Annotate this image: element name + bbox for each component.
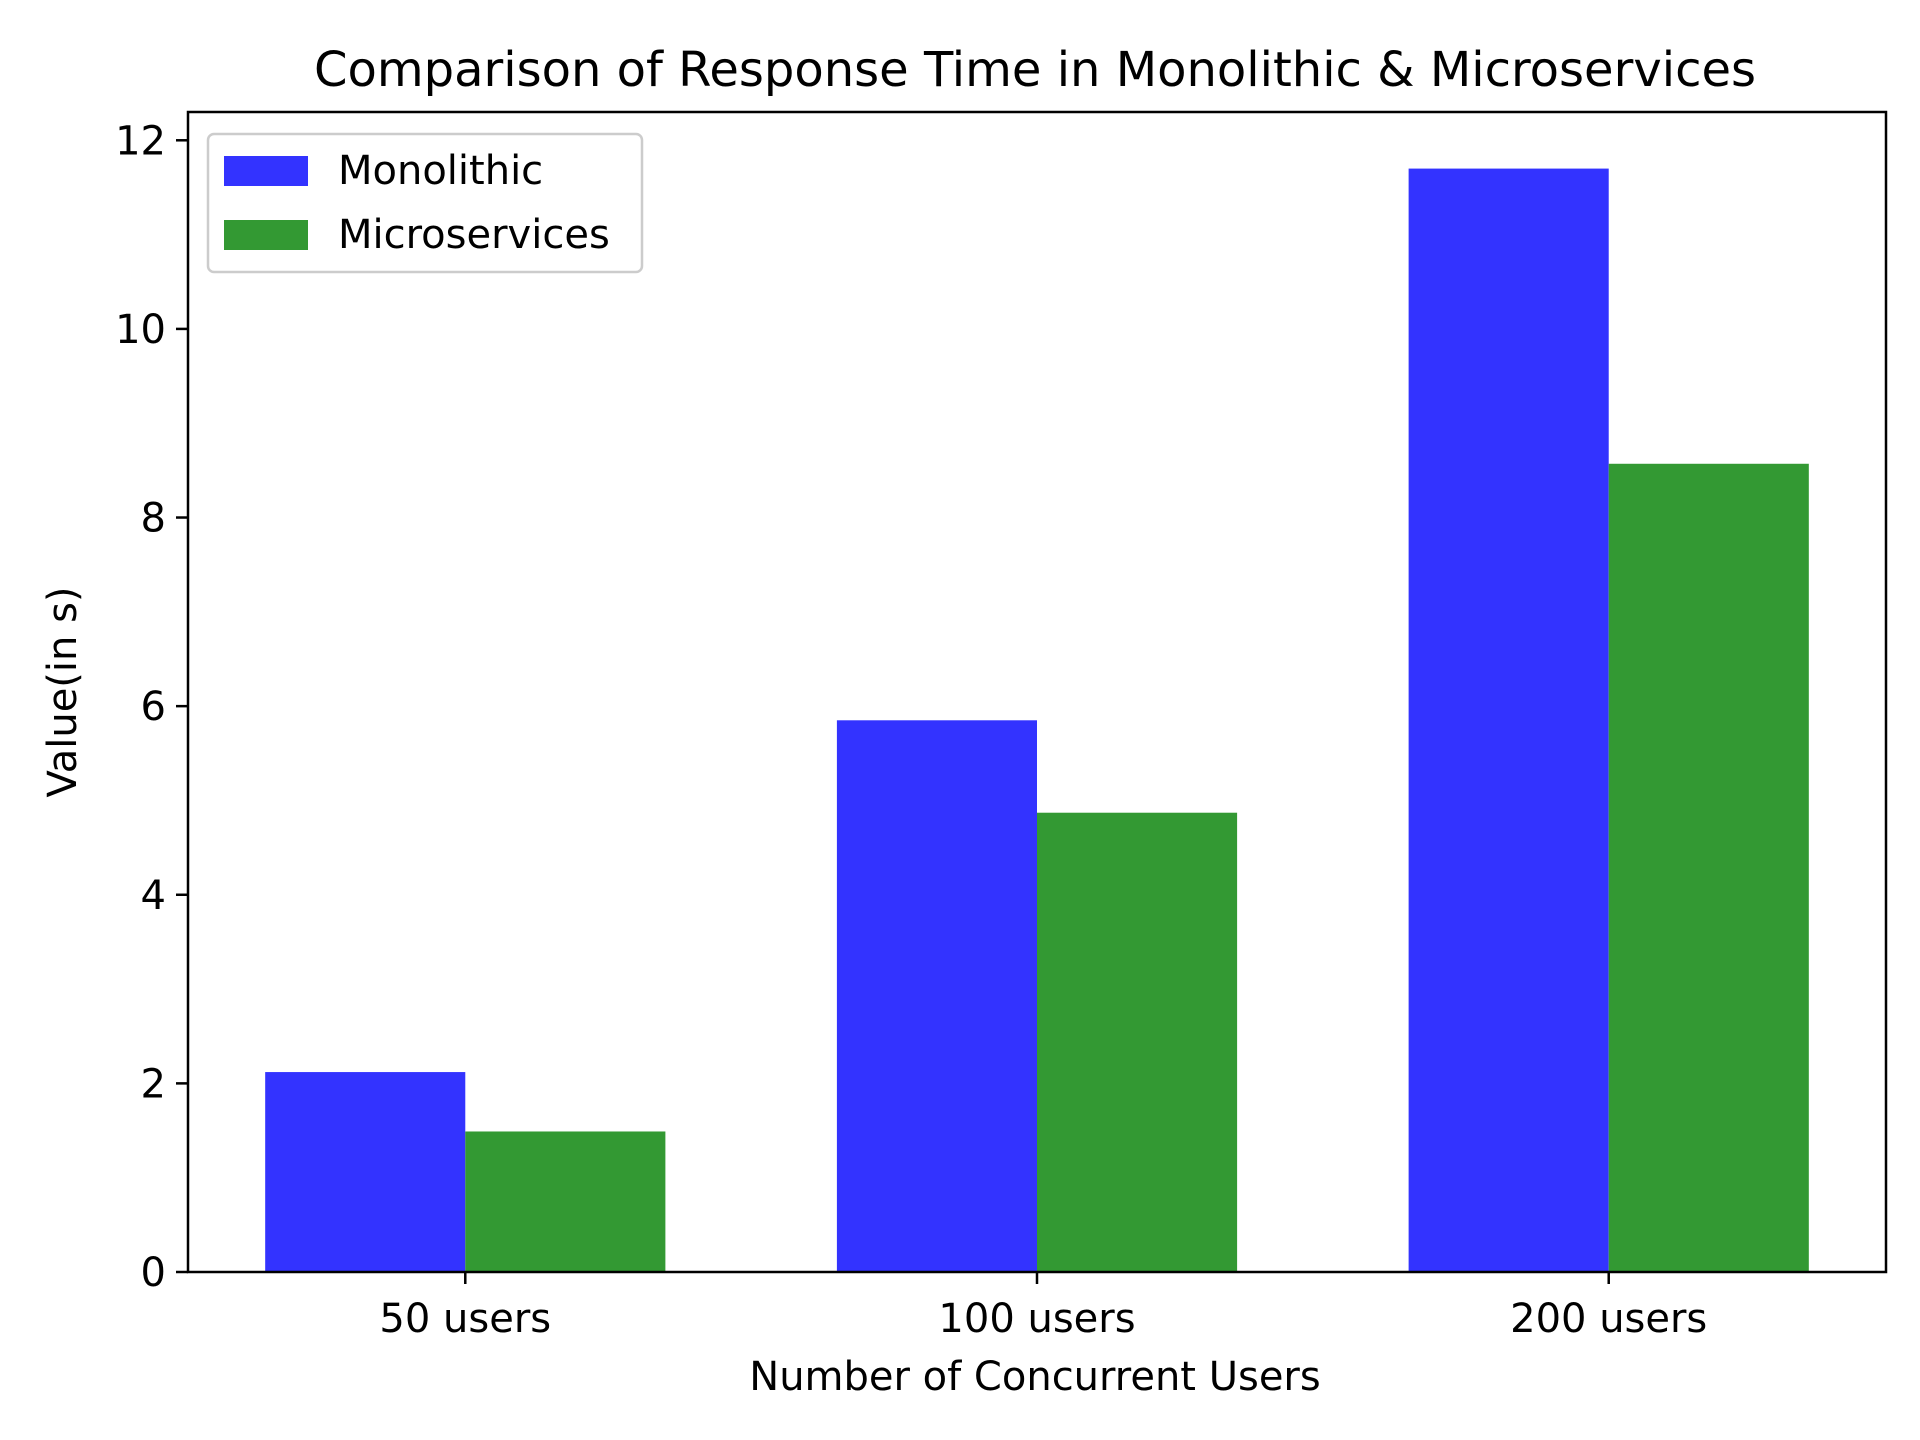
y-tick-label: 8 (141, 496, 166, 542)
y-tick-label: 12 (115, 118, 166, 164)
bar-monolithic-200-users (1408, 168, 1609, 1273)
legend-label-monolithic: Monolithic (338, 148, 543, 194)
y-tick-label: 6 (141, 684, 166, 730)
legend-box (206, 132, 644, 274)
chart-title: Comparison of Response Time in Monolithi… (314, 42, 1756, 98)
y-tick-label: 4 (141, 873, 166, 919)
x-tick-label: 100 users (938, 1296, 1135, 1342)
bar-monolithic-100-users (836, 720, 1037, 1272)
x-tick-label: 50 users (379, 1296, 551, 1342)
y-axis-title: Value(in s) (40, 586, 86, 797)
bar-microservices-100-users (1037, 812, 1238, 1272)
x-axis-title: Number of Concurrent Users (749, 1354, 1320, 1400)
y-tick-label: 2 (141, 1061, 166, 1107)
legend: Monolithic Microservices (206, 132, 644, 274)
legend-label-microservices: Microservices (338, 212, 610, 258)
bar-monolithic-50-users (265, 1072, 466, 1272)
x-tick-label: 200 users (1510, 1296, 1707, 1342)
bar-microservices-200-users (1608, 463, 1809, 1273)
y-tick-label: 10 (115, 307, 166, 353)
plot-area: 0 2 4 6 8 10 12 50 users 100 users 200 users (115, 110, 1888, 1342)
y-tick-label: 0 (141, 1250, 166, 1296)
legend-swatch-microservices (224, 220, 308, 250)
legend-swatch-monolithic (224, 156, 308, 186)
bar-microservices-50-users (465, 1131, 666, 1272)
